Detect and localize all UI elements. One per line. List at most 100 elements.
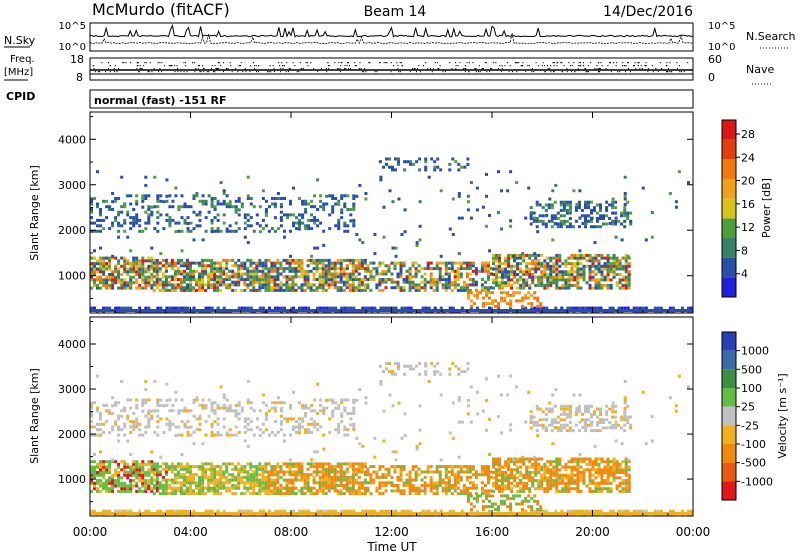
power-cell [593,225,596,229]
power-cell [550,219,554,223]
velocity-cell [219,492,223,496]
freq-sample [239,65,241,67]
velocity-cell [213,492,217,496]
power-cell [219,267,223,271]
power-cell [439,189,443,193]
power-cell [615,267,619,271]
power-cell [384,280,388,284]
power-cell [510,253,514,257]
velocity-cell [303,473,307,477]
velocity-cell [546,460,550,464]
power-cell [144,275,148,279]
power-cell [228,258,232,262]
velocity-cell [627,465,631,469]
power-cell [369,275,373,279]
velocity-cell [606,471,610,474]
velocity-cell [156,403,160,407]
power-cell [99,256,102,260]
velocity-cell [369,475,373,479]
power-cell [155,261,159,265]
velocity-cell [582,473,586,477]
velocity-cell [246,509,250,513]
velocity-cell [621,489,625,493]
power-cell [213,197,217,200]
power-cell [453,272,457,276]
velocity-cell [210,465,214,469]
power-cell [330,272,334,276]
power-cell [152,258,156,262]
velocity-cell [471,467,475,471]
power-cell [448,168,452,172]
velocity-cell [402,465,406,469]
velocity-cell [492,484,495,488]
power-cell [611,219,615,223]
power-cell [216,202,220,206]
velocity-cell [192,481,195,485]
velocity-cell [352,509,356,513]
power-cell [237,269,241,273]
power-cell [102,199,106,203]
power-cell [138,259,142,263]
power-cell [400,233,404,236]
velocity-cell [144,481,148,485]
velocity-cell [228,489,232,493]
power-cell [152,275,156,279]
power-cell [270,280,274,284]
freq-sample [240,62,242,64]
freq-sample [280,71,282,73]
velocity-cell [487,465,490,469]
power-cell [225,261,229,265]
velocity-cell [351,473,355,477]
power-cell [201,278,205,281]
freq-sample [153,68,155,70]
velocity-cell [510,481,514,485]
freq-sample [644,65,646,67]
power-cell [624,267,628,271]
power-cell [509,299,513,303]
velocity-cell [366,489,370,493]
power-cell [340,306,344,310]
power-cell [460,306,464,310]
power-cell [150,275,154,279]
power-cell [408,267,412,271]
power-cell [321,283,325,287]
velocity-cell [342,475,346,479]
velocity-cell [540,457,544,461]
power-cell [261,275,265,279]
velocity-cell [390,481,394,485]
velocity-cell [249,478,253,482]
power-cell [141,281,145,285]
power-cell [603,256,607,260]
freq-sample [252,62,254,64]
power-cell [547,206,551,210]
power-cell [480,267,484,271]
velocity-cell [585,484,589,488]
velocity-cell [120,489,124,493]
velocity-cell [567,465,571,469]
velocity-cell [468,486,472,490]
velocity-cell [363,481,367,485]
power-cell [152,269,156,273]
velocity-cell [183,425,187,429]
power-cell [258,275,262,279]
power-cell [105,262,109,266]
velocity-cell [534,479,538,483]
velocity-cell [222,486,226,490]
velocity-cell [441,481,445,485]
freq-sample [578,62,580,64]
power-cell [309,288,313,292]
velocity-cell [339,475,343,479]
power-cell [198,224,202,228]
velocity-cell [171,409,175,413]
velocity-cell [507,468,511,472]
velocity-cell [126,417,130,421]
power-cell [390,280,394,284]
power-cell [90,216,93,220]
velocity-cell [384,481,388,485]
power-cell [575,203,579,206]
power-cell [574,208,578,212]
velocity-cell [90,420,93,424]
power-cell [327,267,331,271]
power-cell [168,218,172,222]
power-cell [216,280,220,284]
